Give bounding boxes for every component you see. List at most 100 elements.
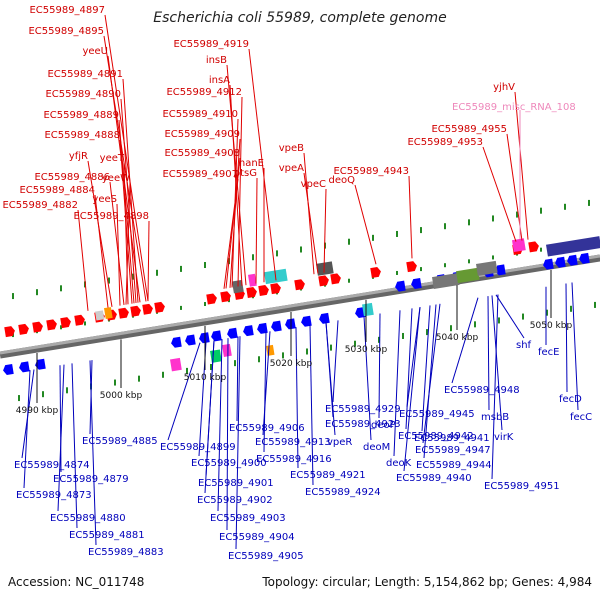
scale-label: 5010 kbp: [184, 373, 227, 383]
feature-label-vpeA: vpeA: [279, 163, 304, 174]
forward-gene-arrow: [74, 314, 85, 326]
feature-label-EC55989_4942: EC55989_4942: [398, 431, 474, 442]
leader-line: [363, 316, 372, 441]
feature-label-EC55989_4879: EC55989_4879: [53, 474, 129, 485]
feature-label-EC55989_4912: EC55989_4912: [166, 87, 242, 98]
forward-gene-arrow: [32, 321, 43, 333]
gc-tick: [138, 375, 140, 382]
feature-label-vpeB: vpeB: [279, 143, 304, 154]
gc-tick: [66, 387, 68, 394]
feature-label-deoP: deoP: [371, 420, 396, 431]
feature-labels: EC55989_4897 EC55989_4895 yeeU EC55989_4891…: [2, 5, 592, 562]
scale-label: 4990 kbp: [16, 406, 59, 416]
leader-line: [94, 194, 109, 308]
forward-gene-arrow: [370, 266, 381, 278]
forward-gene-arrow: [294, 279, 305, 291]
reverse-gene-arrow: [301, 315, 312, 327]
feature-label-fecC: fecC: [570, 412, 592, 423]
gc-tick: [540, 247, 542, 252]
gc-tick: [420, 227, 422, 234]
feature-label-EC55989_4923: EC55989_4923: [325, 419, 401, 430]
forward-gene-arrow: [330, 273, 341, 285]
forward-gene-arrow: [154, 301, 165, 313]
gc-tick: [36, 289, 38, 296]
gc-tick: [12, 293, 14, 300]
feature-label-yeeW: yeeW: [102, 173, 130, 184]
pseudogene-block: [231, 279, 244, 294]
gc-tick: [330, 344, 332, 351]
feature-label-EC55989_4898: EC55989_4898: [73, 211, 149, 222]
pseudogene-block: [170, 357, 182, 372]
gc-tick: [540, 207, 542, 214]
forward-gene-arrow: [4, 326, 15, 338]
feature-label-yjhV: yjhV: [493, 82, 515, 93]
leader-line: [255, 177, 258, 284]
feature-label-deoK: deoK: [386, 458, 412, 469]
forward-gene-arrow: [406, 261, 417, 273]
gc-tick: [402, 332, 404, 339]
feature-label-EC55989_4874: EC55989_4874: [14, 460, 90, 471]
gc-tick: [396, 270, 398, 275]
leader-line: [120, 98, 137, 304]
leader-line: [423, 304, 437, 459]
gc-tick: [306, 348, 308, 355]
feature-label-EC55989_4910: EC55989_4910: [162, 109, 238, 120]
feature-label-EC55989_4882: EC55989_4882: [2, 200, 78, 211]
leader-line: [406, 307, 421, 408]
feature-label-EC55989_4916: EC55989_4916: [256, 454, 332, 465]
gc-tick: [84, 321, 86, 326]
gc-tick: [444, 223, 446, 230]
reverse-gene-arrow: [319, 312, 330, 324]
leader-line: [571, 282, 579, 411]
feature-label-EC55989_4929: EC55989_4929: [325, 404, 401, 415]
reverse-gene-arrow: [495, 264, 506, 276]
reverse-gene-arrow: [199, 332, 210, 344]
feature-label-EC55989_4902: EC55989_4902: [197, 495, 273, 506]
feature-label-EC55989_4880: EC55989_4880: [50, 513, 126, 524]
feature-label-fecD: fecD: [559, 394, 582, 405]
feature-label-EC55989_4909: EC55989_4909: [164, 129, 240, 140]
leader-line: [303, 172, 319, 274]
reverse-gene-arrow: [579, 252, 590, 264]
gc-tick: [162, 371, 164, 378]
pseudogene-block: [209, 349, 222, 363]
gc-tick: [276, 250, 278, 257]
gc-tick: [588, 199, 590, 206]
feature-label-EC55989_4895: EC55989_4895: [28, 26, 104, 37]
leader-line: [57, 364, 65, 512]
leader-line: [303, 152, 315, 275]
leader-line: [109, 181, 125, 306]
leader-line: [118, 119, 135, 304]
feature-label-insB: insB: [206, 55, 227, 66]
feature-label-EC55989_4904: EC55989_4904: [219, 532, 295, 543]
feature-label-EC55989_4921: EC55989_4921: [290, 470, 366, 481]
accession-text: Accession: NC_011748: [8, 575, 144, 589]
scale-label: 5050 kbp: [530, 321, 573, 331]
gc-tick: [300, 246, 302, 253]
feature-label-EC55989_4908: EC55989_4908: [164, 148, 240, 159]
genome-summary-text: Topology: circular; Length: 5,154,862 bp…: [261, 575, 592, 589]
leader-line: [323, 188, 327, 273]
feature-label-EC55989_4948: EC55989_4948: [444, 385, 520, 396]
feature-label-EC55989_4943: EC55989_4943: [333, 166, 409, 177]
gc-tick: [564, 203, 566, 210]
feature-label-vpeC: vpeC: [301, 179, 326, 190]
feature-label-EC55989_4889: EC55989_4889: [43, 110, 119, 121]
feature-label-shf: shf: [516, 340, 532, 351]
gc-tick: [546, 309, 548, 316]
feature-label-yeeU: yeeU: [82, 46, 108, 57]
feature-label-EC55989_4891: EC55989_4891: [47, 69, 123, 80]
leader-line: [23, 370, 31, 489]
gc-tick: [450, 325, 452, 332]
leader-line: [565, 283, 568, 393]
leader-line: [123, 162, 129, 305]
leader-line: [237, 96, 243, 287]
feature-label-EC55989_4945: EC55989_4945: [399, 409, 475, 420]
gc-tick: [60, 285, 62, 292]
feature-label-deoM: deoM: [363, 442, 390, 453]
leader-line: [226, 338, 229, 531]
gc-tick: [156, 269, 158, 276]
gc-tick: [378, 336, 380, 343]
gc-tick: [210, 364, 212, 371]
gc-tick: [282, 352, 284, 359]
